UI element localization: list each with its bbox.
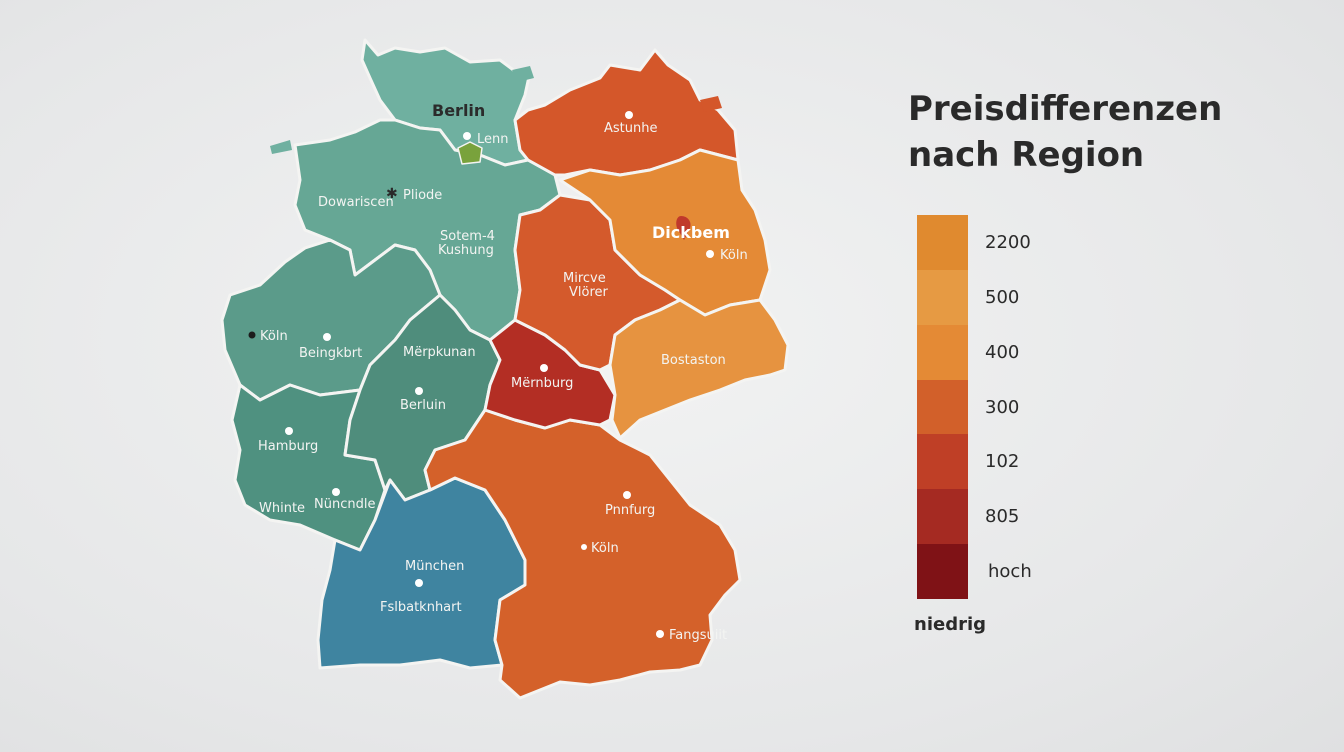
region-enclave[interactable] bbox=[457, 141, 483, 165]
label-whinte: Whinte bbox=[259, 501, 305, 516]
label-nuncndle: Nüncndle bbox=[314, 497, 375, 512]
label-koeln-s: Köln bbox=[591, 541, 619, 556]
label-dickbem: Dickbem bbox=[652, 223, 730, 242]
city-dot bbox=[285, 427, 293, 435]
marker-icon: ✱ bbox=[386, 186, 398, 202]
city-dot bbox=[323, 333, 331, 341]
city-dot bbox=[625, 111, 633, 119]
label-berluin: Berluin bbox=[400, 398, 446, 413]
label-berlin-top: Berlin bbox=[432, 101, 485, 120]
legend-title: Preisdifferenzen nach Region bbox=[908, 86, 1222, 178]
legend-tick-label: hoch bbox=[988, 561, 1032, 583]
label-koeln-ne: Köln bbox=[720, 248, 748, 263]
city-dot bbox=[463, 132, 471, 140]
city-dot bbox=[656, 630, 664, 638]
city-dot bbox=[415, 579, 423, 587]
label-fangsuuit: Fangsuiit bbox=[669, 628, 727, 643]
city-dot bbox=[623, 491, 631, 499]
city-dot bbox=[415, 387, 423, 395]
label-muenchen: München bbox=[405, 559, 464, 574]
map-pin-icon bbox=[676, 216, 691, 240]
label-fslbatkhart: Fslbatknhart bbox=[380, 600, 462, 615]
label-kushung: Kushung bbox=[438, 243, 494, 258]
label-asturne: Astunhe bbox=[604, 121, 657, 136]
label-mernburg: Mërnburg bbox=[511, 376, 573, 391]
city-dot bbox=[332, 488, 340, 496]
legend-title-line2: nach Region bbox=[908, 135, 1145, 175]
label-pliode: Pliode bbox=[403, 188, 442, 203]
legend-tick-label: 805 bbox=[985, 506, 1020, 528]
legend-tick-label: 2200 bbox=[985, 232, 1031, 253]
label-dowariscen: Dowariscen bbox=[318, 195, 394, 210]
label-mircve: Mircve bbox=[563, 271, 606, 286]
island-east bbox=[700, 96, 722, 112]
city-dot bbox=[706, 250, 714, 258]
region-brandenburg[interactable] bbox=[558, 148, 772, 317]
legend-swatch bbox=[917, 434, 968, 490]
legend-tick-label: 102 bbox=[985, 451, 1020, 473]
label-merpkunan: Mërpkunan bbox=[403, 345, 476, 360]
legend-swatch bbox=[917, 269, 968, 326]
legend-swatch bbox=[917, 379, 968, 435]
legend-low-label: niedrig bbox=[914, 614, 987, 635]
region-sachsen[interactable] bbox=[608, 298, 790, 440]
legend-color-bar bbox=[917, 215, 968, 600]
legend-title-line1: Preisdifferenzen bbox=[908, 89, 1223, 129]
city-dot bbox=[581, 544, 587, 550]
island-north bbox=[512, 66, 534, 82]
label-koeln-w: Köln bbox=[260, 329, 288, 344]
legend-swatch bbox=[917, 215, 968, 271]
label-lenn: Lenn bbox=[477, 132, 509, 147]
legend-tick-label: 300 bbox=[985, 396, 1020, 418]
legend-tick-label: 400 bbox=[985, 341, 1020, 363]
label-hamburg: Hamburg bbox=[258, 439, 318, 454]
legend-swatch bbox=[917, 489, 968, 545]
legend-swatch bbox=[917, 324, 968, 381]
label-beingkbrt: Beingkbrt bbox=[299, 346, 362, 361]
legend-swatch bbox=[917, 544, 968, 600]
label-bostaston: Bostaston bbox=[661, 353, 726, 368]
legend-tick-label: 500 bbox=[985, 286, 1020, 308]
label-pnnfurg: Pnnfurg bbox=[605, 503, 655, 518]
city-dot-dark bbox=[248, 331, 256, 339]
island-west bbox=[270, 140, 292, 154]
city-dot bbox=[540, 364, 548, 372]
label-sotem: Sotem-4 bbox=[440, 229, 495, 244]
label-vlorer: Vlörer bbox=[569, 285, 609, 300]
